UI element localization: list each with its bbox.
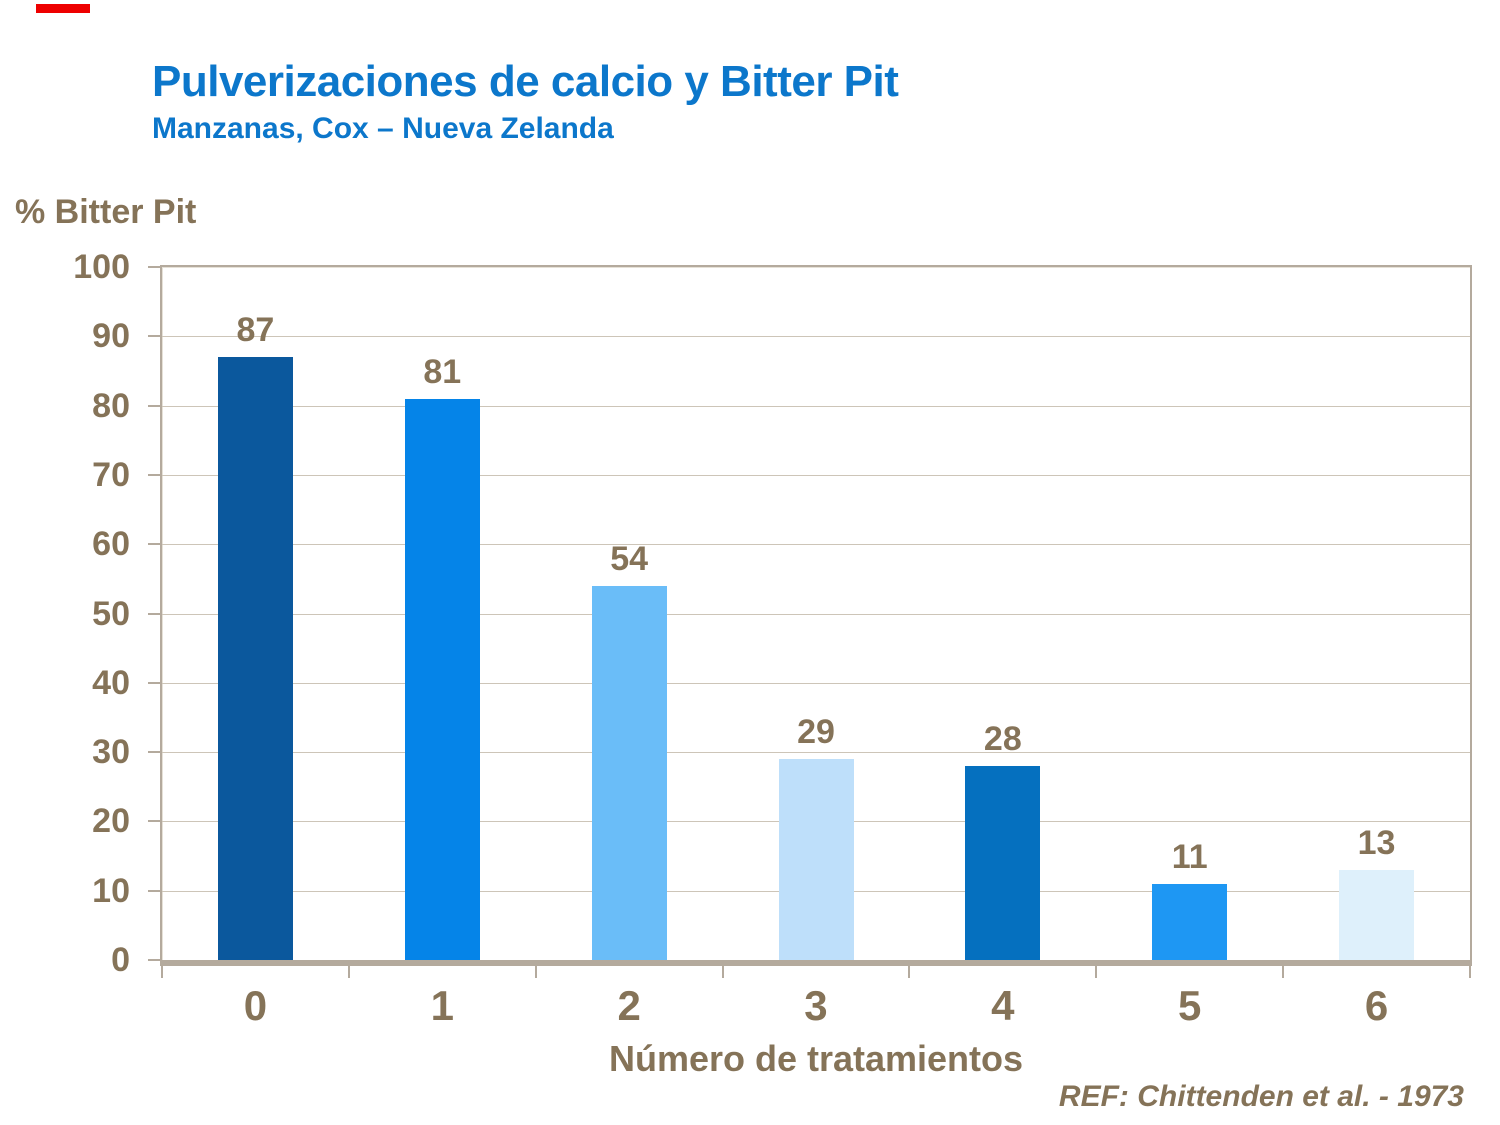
gridline — [162, 544, 1470, 546]
x-axis-tick — [1469, 966, 1471, 978]
bar-value-label: 11 — [1171, 837, 1208, 876]
y-axis-tick — [148, 335, 160, 338]
bar — [217, 357, 293, 960]
y-tick-label: 40 — [92, 663, 130, 702]
x-axis-tick — [347, 966, 350, 978]
y-tick-label: 50 — [92, 594, 130, 633]
y-tick-label: 80 — [92, 386, 130, 425]
x-tick-label: 0 — [243, 982, 268, 1029]
x-tick-label: 5 — [1178, 982, 1202, 1029]
bar-value-label: 81 — [423, 352, 462, 391]
y-axis-tick — [148, 889, 160, 892]
chart-title: Pulverizaciones de calcio y Bitter Pit — [152, 57, 899, 106]
y-axis-tick — [148, 681, 160, 684]
gridline — [162, 682, 1470, 684]
y-axis-tick — [148, 543, 160, 546]
plot-area: 87 81 54 29 28 11 13 — [160, 265, 1472, 966]
x-axis-tick — [1282, 966, 1285, 978]
y-axis-tick — [148, 404, 160, 407]
y-axis-tick — [148, 751, 160, 754]
bar — [591, 585, 667, 960]
bar — [404, 398, 480, 960]
bar — [965, 765, 1041, 960]
y-axis-tick — [148, 266, 160, 268]
bar — [778, 759, 854, 960]
y-axis-title: % Bitter Pit — [15, 193, 197, 231]
y-tick-label: 70 — [92, 455, 130, 494]
gridline — [162, 752, 1470, 754]
y-axis-tick — [148, 612, 160, 615]
reference-text: REF: Chittenden et al. - 1973 — [1058, 1080, 1464, 1113]
x-tick-label: 4 — [991, 982, 1015, 1029]
x-tick-label: 1 — [430, 982, 454, 1029]
chart-subtitle: Manzanas, Cox – Nueva Zelanda — [152, 112, 614, 145]
x-axis-tick — [161, 966, 163, 978]
x-axis-tick — [534, 966, 537, 978]
x-tick-label: 2 — [617, 982, 641, 1029]
red-accent-bar — [36, 4, 90, 13]
bar — [1152, 883, 1228, 960]
y-tick-label: 10 — [92, 871, 130, 910]
bar-value-label: 29 — [797, 713, 835, 752]
gridline — [162, 474, 1470, 476]
bar-value-label: 54 — [610, 539, 649, 578]
bar-value-label: 28 — [983, 719, 1022, 758]
y-axis-tick — [148, 820, 160, 823]
y-tick-label: 90 — [92, 317, 130, 356]
x-tick-label: 6 — [1364, 982, 1389, 1029]
bar-value-label: 13 — [1357, 823, 1396, 862]
x-axis-tick — [1095, 966, 1098, 978]
y-tick-label: 30 — [92, 733, 130, 772]
gridline — [162, 613, 1470, 615]
y-tick-label: 0 — [111, 941, 130, 979]
x-axis-tick — [721, 966, 724, 978]
y-tick-label: 60 — [92, 525, 130, 564]
gridline — [162, 405, 1470, 407]
y-tick-label: 20 — [92, 802, 130, 841]
x-axis-title: Número de tratamientos — [608, 1038, 1024, 1079]
gridline — [162, 336, 1470, 338]
y-axis-tick — [148, 959, 160, 961]
x-tick-label: 3 — [804, 982, 828, 1029]
bar-value-label: 87 — [236, 311, 275, 350]
y-axis-tick — [148, 473, 160, 476]
y-tick-label: 100 — [73, 248, 130, 286]
x-axis-tick — [908, 966, 911, 978]
bar — [1339, 869, 1415, 960]
